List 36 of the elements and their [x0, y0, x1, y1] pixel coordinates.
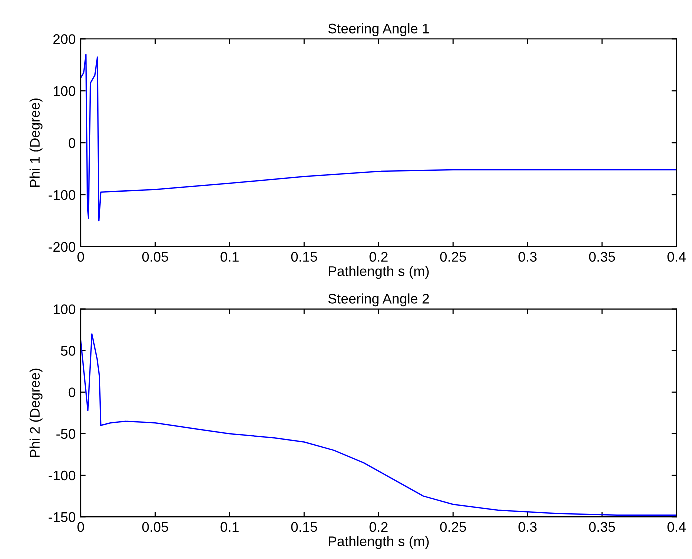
y-tick-label: -100 [48, 190, 76, 200]
x-tick-label: 0.15 [291, 252, 318, 262]
x-tick-label: 0 [78, 522, 84, 532]
y-tick-label: -200 [48, 242, 76, 252]
x-axis-title: Pathlength s (m) [329, 536, 429, 550]
y-tick-label: -100 [48, 470, 76, 481]
x-tick-label: 0.25 [440, 252, 466, 262]
x-tick-label: 0.2 [370, 522, 388, 532]
x-tick-label: 0.35 [589, 252, 616, 262]
x-tick-label: 0.4 [668, 252, 686, 262]
y-tick-label: 200 [54, 34, 76, 44]
x-tick-label: 0.15 [291, 522, 318, 532]
x-tick-label: 0.25 [440, 522, 466, 532]
x-tick-label: 0 [78, 252, 84, 262]
y-tick-label: 100 [54, 86, 76, 96]
x-tick-label: 0.1 [220, 252, 239, 262]
y-tick-label: 0 [68, 388, 76, 398]
y-tick-label: -50 [56, 429, 76, 440]
x-tick-label: 0.3 [518, 252, 537, 262]
y-tick-label: 0 [68, 138, 76, 148]
y-tick-label: 100 [54, 304, 76, 314]
x-tick-label: 0.05 [142, 522, 168, 532]
y-axis-title: Phi 1 (Degree) [30, 98, 43, 188]
line-series [80, 54, 677, 222]
y-tick-label: -150 [48, 512, 76, 522]
x-tick-label: 0.3 [518, 522, 537, 532]
x-tick-label: 0.2 [370, 252, 388, 262]
y-axis-title: Phi 2 (Degree) [30, 368, 43, 458]
chart-title: Steering Angle 1 [328, 24, 430, 36]
y-tick-label: 50 [61, 346, 76, 356]
x-tick-label: 0.05 [142, 252, 168, 262]
x-tick-label: 0.4 [668, 522, 686, 532]
x-tick-label: 0.1 [220, 522, 239, 532]
x-tick-label: 0.35 [589, 522, 616, 532]
x-axis-title: Pathlength s (m) [329, 266, 429, 280]
chart-title: Steering Angle 2 [328, 294, 430, 307]
